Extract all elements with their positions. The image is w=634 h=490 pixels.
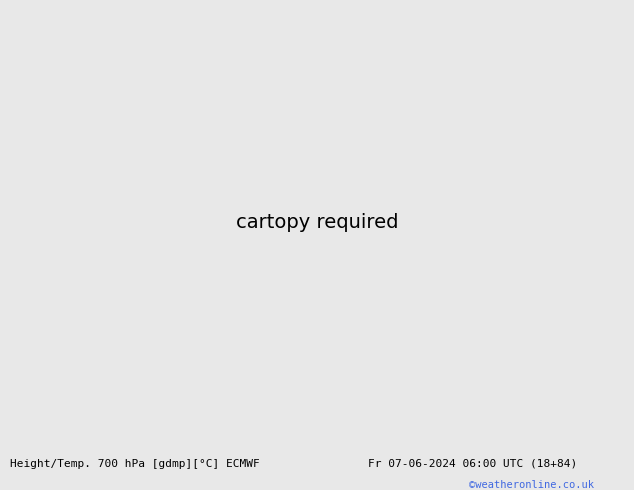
Text: Fr 07-06-2024 06:00 UTC (18+84): Fr 07-06-2024 06:00 UTC (18+84) (368, 459, 577, 468)
Text: cartopy required: cartopy required (236, 214, 398, 232)
Text: ©weatheronline.co.uk: ©weatheronline.co.uk (469, 480, 594, 490)
Text: Height/Temp. 700 hPa [gdmp][°C] ECMWF: Height/Temp. 700 hPa [gdmp][°C] ECMWF (10, 459, 259, 468)
